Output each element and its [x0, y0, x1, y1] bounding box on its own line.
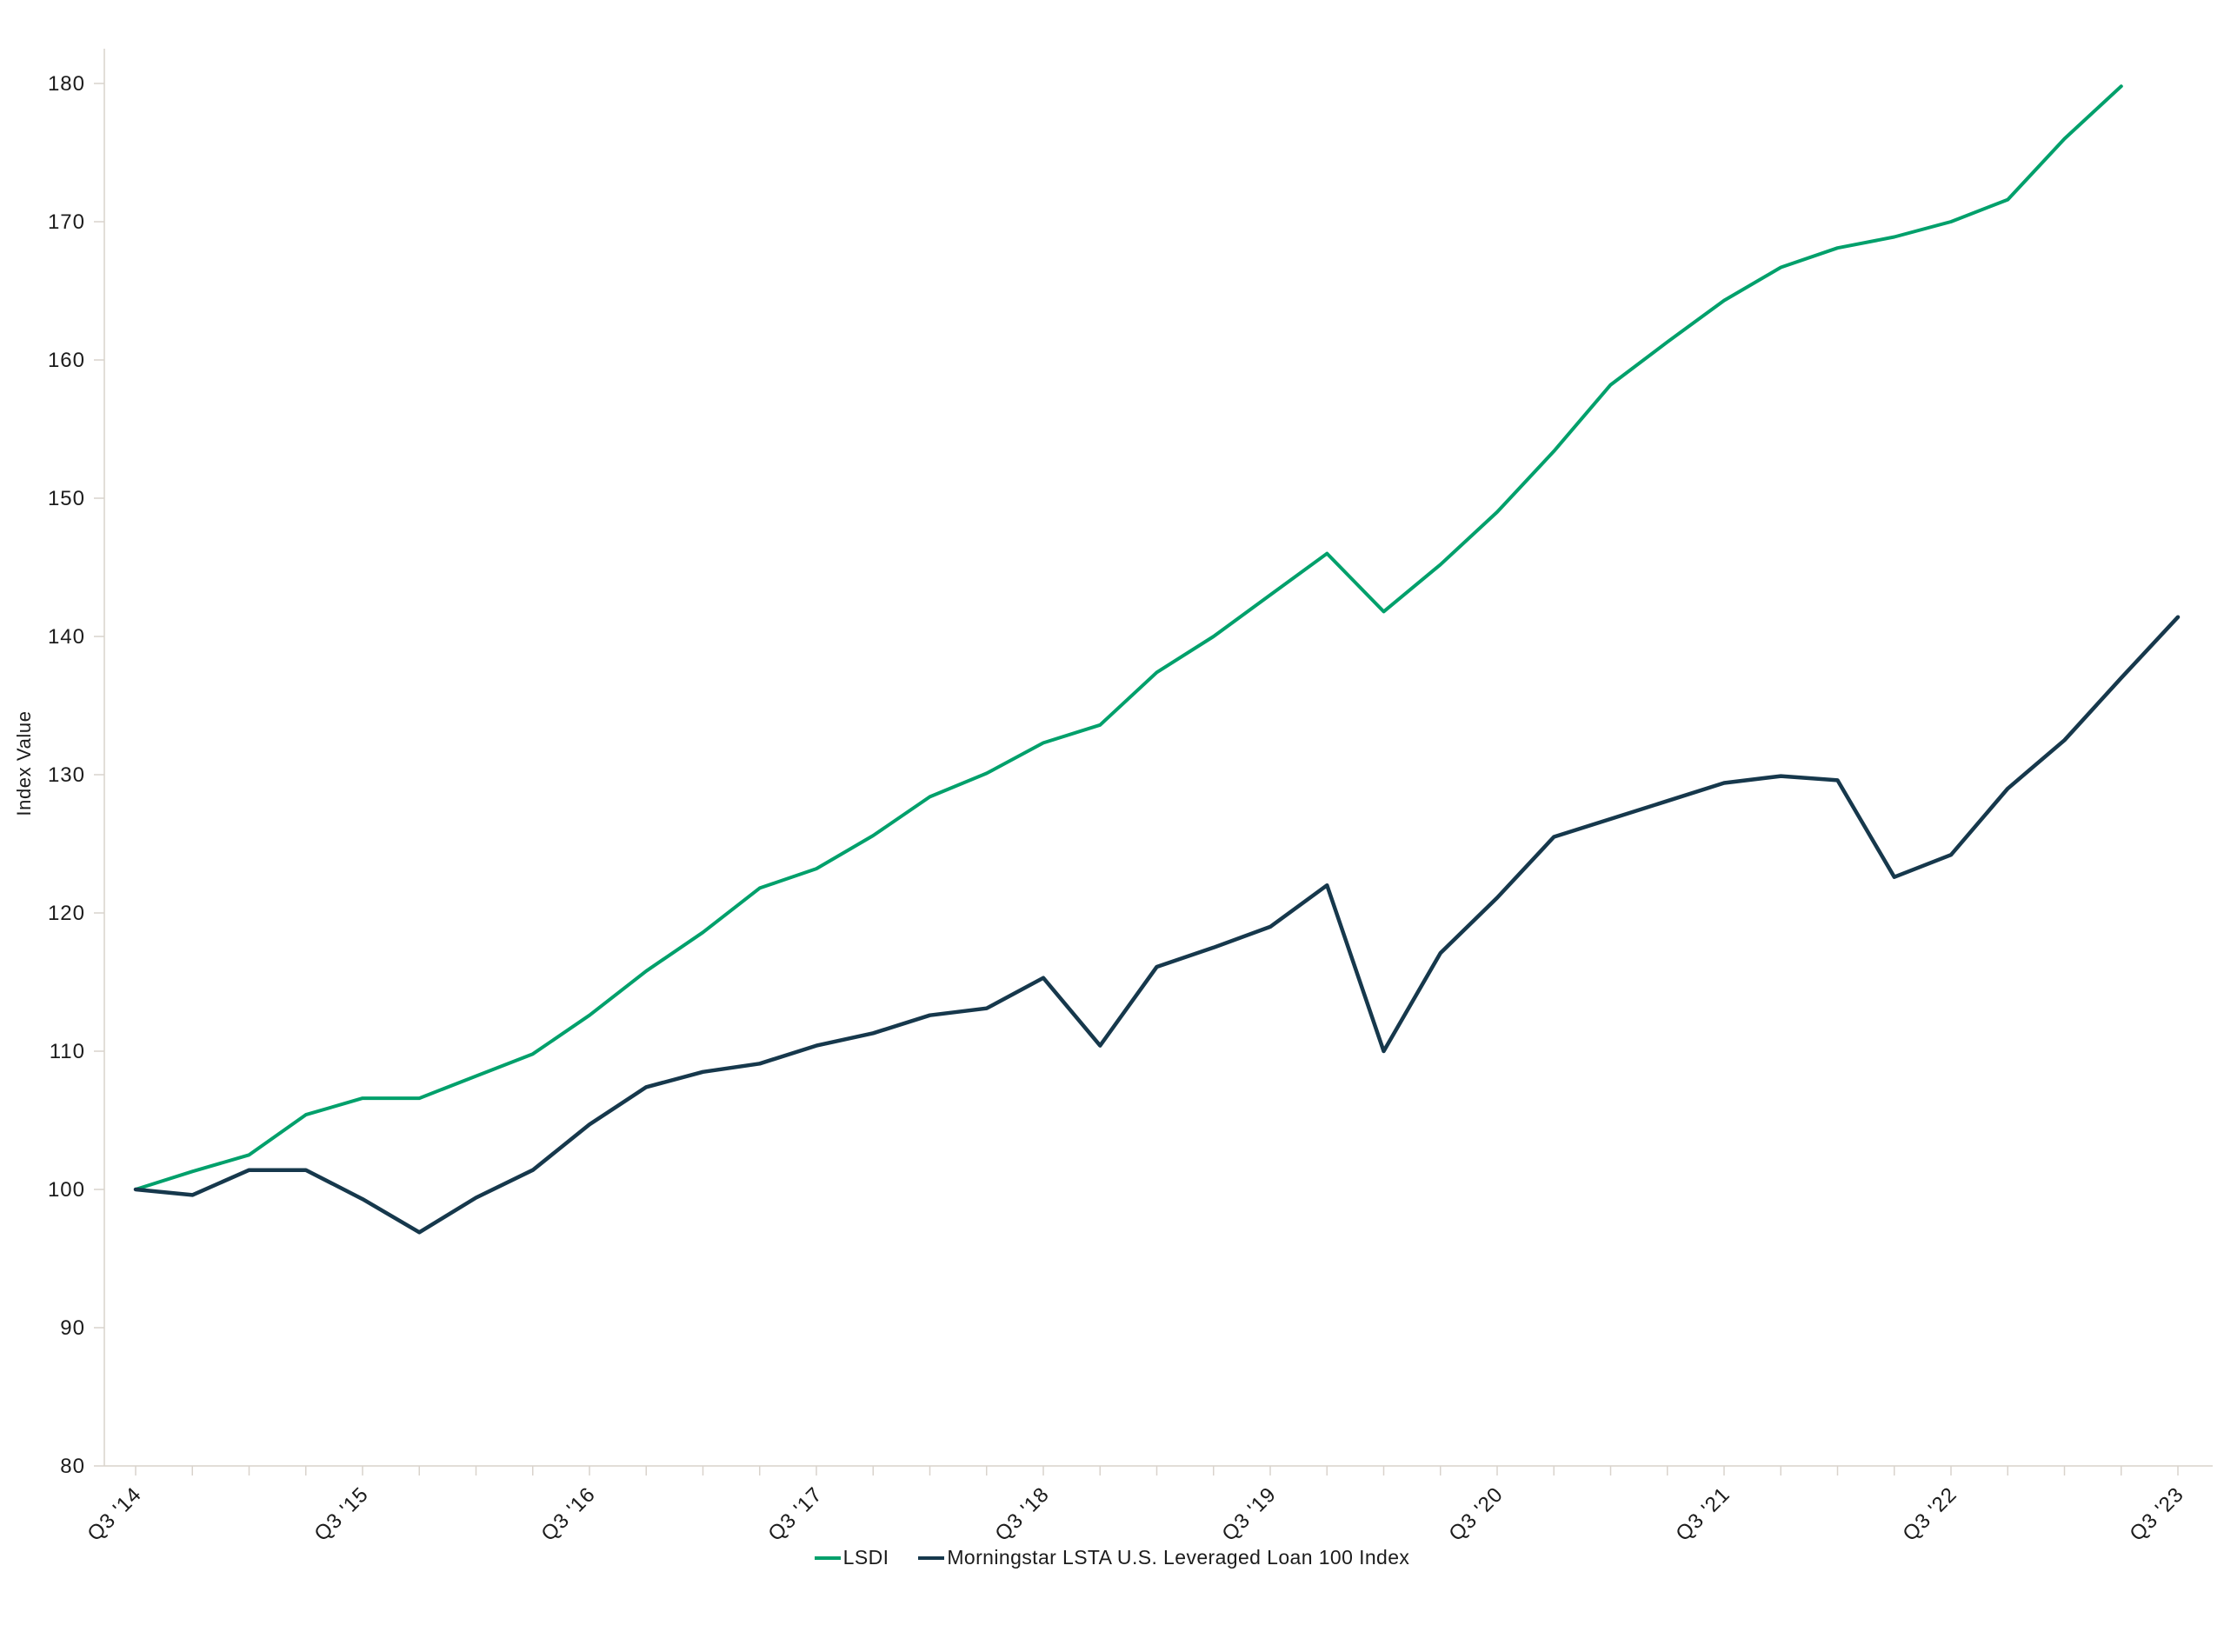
- y-tick-label: 170: [48, 210, 85, 234]
- y-tick-label: 110: [50, 1040, 85, 1063]
- legend-item-benchmark: Morningstar LSTA U.S. Leveraged Loan 100…: [918, 1546, 1409, 1569]
- y-tick-label: 130: [48, 763, 85, 787]
- y-tick-label: 100: [48, 1178, 85, 1202]
- y-tick-label: 120: [48, 902, 85, 925]
- y-tick-label: 140: [48, 625, 85, 649]
- y-tick-label: 90: [60, 1316, 85, 1340]
- x-tick-label: Q3 '18: [990, 1482, 1054, 1546]
- y-tick-label: 160: [48, 349, 85, 372]
- y-tick-label: 180: [48, 72, 85, 96]
- x-tick-label: Q3 '21: [1671, 1482, 1735, 1546]
- lsdi-line: [134, 84, 2123, 1191]
- benchmark-line: [133, 615, 2181, 1235]
- y-tick-label: 150: [48, 487, 85, 510]
- x-tick-label: Q3 '22: [1898, 1482, 1961, 1546]
- legend: LSDI Morningstar LSTA U.S. Leveraged Loa…: [0, 1546, 2224, 1569]
- legend-item-lsdi: LSDI: [814, 1546, 889, 1569]
- x-tick-label: Q3 '17: [763, 1482, 827, 1546]
- benchmark-swatch-icon: [918, 1555, 945, 1560]
- x-tick-label: Q3 '14: [83, 1482, 146, 1546]
- y-axis-title: Index Value: [13, 710, 35, 816]
- x-tick-label: Q3 '16: [536, 1482, 600, 1546]
- x-tick-label: Q3 '20: [1444, 1482, 1508, 1546]
- x-tick-label: Q3 '19: [1217, 1482, 1281, 1546]
- x-tick-label: Q3 '15: [310, 1482, 373, 1546]
- legend-label-lsdi: LSDI: [842, 1546, 889, 1569]
- lsdi-swatch-icon: [814, 1555, 841, 1560]
- y-tick-label: 80: [60, 1455, 85, 1478]
- legend-label-benchmark: Morningstar LSTA U.S. Leveraged Loan 100…: [947, 1546, 1410, 1569]
- x-tick-label: Q3 '23: [2125, 1482, 2188, 1546]
